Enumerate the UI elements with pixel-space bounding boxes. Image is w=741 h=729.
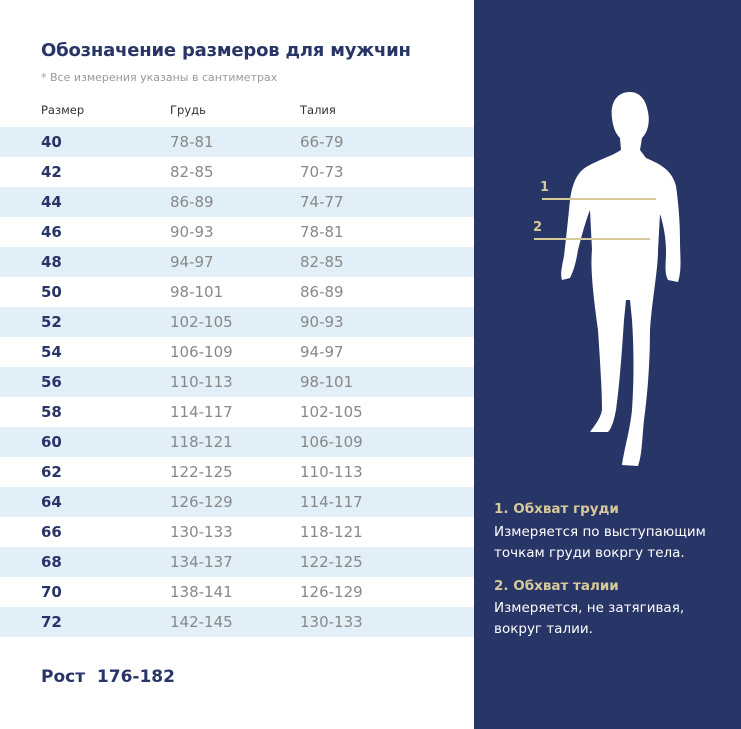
- waist-cell: 86-89: [300, 283, 344, 301]
- size-cell: 62: [41, 463, 62, 481]
- size-cell: 46: [41, 223, 62, 241]
- table-row: 44 86-89 74-77: [0, 187, 474, 217]
- header-waist: Талия: [300, 103, 336, 117]
- size-cell: 60: [41, 433, 62, 451]
- chest-cell: 78-81: [170, 133, 214, 151]
- units-note: * Все измерения указаны в сантиметрах: [41, 71, 278, 84]
- size-cell: 52: [41, 313, 62, 331]
- chest-cell: 134-137: [170, 553, 233, 571]
- table-row: 52 102-105 90-93: [0, 307, 474, 337]
- chest-cell: 138-141: [170, 583, 233, 601]
- page-title: Обозначение размеров для мужчин: [41, 40, 411, 61]
- size-cell: 42: [41, 163, 62, 181]
- table-row: 64 126-129 114-117: [0, 487, 474, 517]
- waist-cell: 90-93: [300, 313, 344, 331]
- marker-2: 2: [533, 220, 543, 235]
- waist-cell: 118-121: [300, 523, 363, 541]
- waist-cell: 66-79: [300, 133, 344, 151]
- size-table-panel: Обозначение размеров для мужчин * Все из…: [0, 40, 474, 687]
- size-cell: 66: [41, 523, 62, 541]
- waist-cell: 98-101: [300, 373, 354, 391]
- table-row: 66 130-133 118-121: [0, 517, 474, 547]
- table-row: 42 82-85 70-73: [0, 157, 474, 187]
- size-cell: 58: [41, 403, 62, 421]
- size-table: 40 78-81 66-79 42 82-85 70-73 44 86-89 74-77 46 90…: [0, 127, 474, 637]
- height-label: Рост: [41, 667, 86, 687]
- human-silhouette: [534, 92, 681, 466]
- marker-1: 1: [540, 180, 550, 195]
- table-row: 48 94-97 82-85: [0, 247, 474, 277]
- height-value: 176-182: [96, 667, 175, 687]
- chest-cell: 110-113: [170, 373, 233, 391]
- chest-cell: 142-145: [170, 613, 233, 631]
- table-row: 40 78-81 66-79: [0, 127, 474, 157]
- chest-cell: 86-89: [170, 193, 214, 211]
- size-cell: 40: [41, 133, 62, 151]
- waist-text: Измеряется, не затягивая, вокруг талии.: [494, 600, 685, 637]
- header-size: Размер: [41, 103, 85, 117]
- chest-cell: 98-101: [170, 283, 224, 301]
- size-cell: 54: [41, 343, 62, 361]
- table-row: 58 114-117 102-105: [0, 397, 474, 427]
- table-row: 62 122-125 110-113: [0, 457, 474, 487]
- waist-cell: 110-113: [300, 463, 363, 481]
- waist-cell: 130-133: [300, 613, 363, 631]
- chest-cell: 122-125: [170, 463, 233, 481]
- chest-cell: 94-97: [170, 253, 214, 271]
- waist-cell: 78-81: [300, 223, 344, 241]
- chest-cell: 130-133: [170, 523, 233, 541]
- waist-cell: 82-85: [300, 253, 344, 271]
- size-cell: 50: [41, 283, 62, 301]
- waist-cell: 70-73: [300, 163, 344, 181]
- chest-cell: 114-117: [170, 403, 233, 421]
- measurement-panel: 1 2 1. Обхват груди Измеряется по выступ…: [474, 0, 741, 729]
- table-row: 72 142-145 130-133: [0, 607, 474, 637]
- waist-cell: 106-109: [300, 433, 363, 451]
- size-cell: 44: [41, 193, 62, 211]
- waist-cell: 114-117: [300, 493, 363, 511]
- table-row: 68 134-137 122-125: [0, 547, 474, 577]
- chest-title: 1. Обхват груди: [494, 501, 619, 517]
- table-row: 70 138-141 126-129: [0, 577, 474, 607]
- size-cell: 70: [41, 583, 62, 601]
- chest-text: Измеряется по выступающим точкам груди в…: [494, 524, 706, 561]
- size-cell: 64: [41, 493, 62, 511]
- header-chest: Грудь: [170, 103, 206, 117]
- waist-cell: 126-129: [300, 583, 363, 601]
- chest-cell: 102-105: [170, 313, 233, 331]
- table-row: 50 98-101 86-89: [0, 277, 474, 307]
- table-row: 54 106-109 94-97: [0, 337, 474, 367]
- waist-title: 2. Обхват талии: [494, 578, 619, 594]
- chest-cell: 90-93: [170, 223, 214, 241]
- chest-cell: 118-121: [170, 433, 233, 451]
- chest-cell: 82-85: [170, 163, 214, 181]
- size-cell: 48: [41, 253, 62, 271]
- table-row: 46 90-93 78-81: [0, 217, 474, 247]
- chest-cell: 106-109: [170, 343, 233, 361]
- waist-cell: 74-77: [300, 193, 344, 211]
- table-row: 56 110-113 98-101: [0, 367, 474, 397]
- waist-cell: 94-97: [300, 343, 344, 361]
- chest-cell: 126-129: [170, 493, 233, 511]
- table-row: 60 118-121 106-109: [0, 427, 474, 457]
- size-cell: 68: [41, 553, 62, 571]
- waist-cell: 102-105: [300, 403, 363, 421]
- size-cell: 72: [41, 613, 62, 631]
- waist-cell: 122-125: [300, 553, 363, 571]
- height-info: Рост 176-182: [41, 667, 175, 687]
- size-cell: 56: [41, 373, 62, 391]
